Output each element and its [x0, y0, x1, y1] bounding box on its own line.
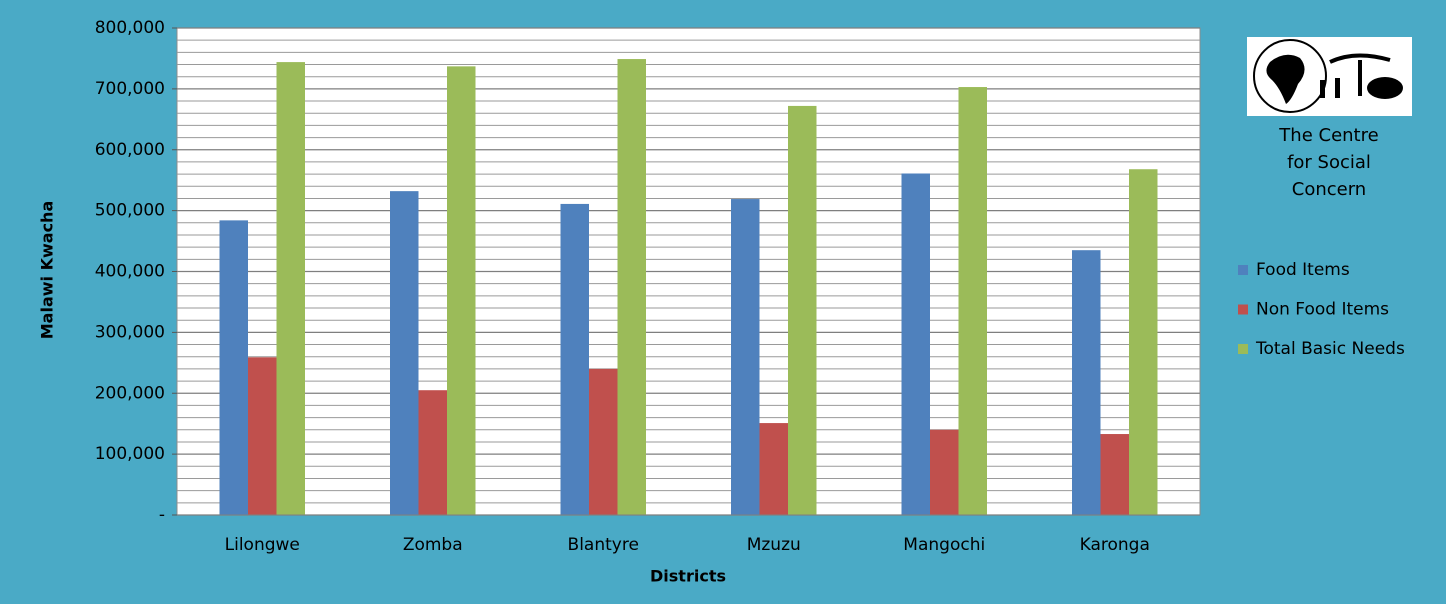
x-tick-label: Lilongwe: [225, 535, 300, 555]
bar: [219, 220, 248, 516]
legend-label: Total Basic Needs: [1255, 339, 1405, 359]
x-tick-label: Blantyre: [568, 535, 639, 555]
y-tick-label: 100,000: [95, 444, 165, 464]
y-axis-title: Malawi Kwacha: [38, 201, 57, 339]
logo-tree: [1329, 53, 1391, 96]
bar: [1072, 250, 1101, 515]
bar: [731, 199, 760, 515]
y-tick-label: 800,000: [95, 18, 165, 38]
x-tick-label: Mzuzu: [747, 535, 801, 555]
bar: [390, 191, 419, 515]
y-tick-label: 600,000: [95, 140, 165, 160]
x-axis-title: Districts: [650, 567, 726, 586]
logo-animal: [1367, 77, 1403, 99]
bar: [560, 203, 589, 515]
x-tick-label: Karonga: [1080, 535, 1150, 555]
legend-swatch: [1238, 304, 1248, 315]
bar: [788, 105, 817, 516]
logo-person: [1335, 78, 1340, 98]
bar: [759, 423, 788, 515]
logo: [1247, 37, 1412, 116]
legend-label: Non Food Items: [1256, 300, 1389, 320]
logo-text: The Centre: [1278, 125, 1378, 146]
logo-globe: [1253, 39, 1327, 113]
bar: [1129, 169, 1158, 516]
y-tick-label: 500,000: [95, 201, 165, 221]
bar: [958, 87, 987, 515]
bar: [589, 368, 618, 515]
legend-label: Food Items: [1256, 260, 1350, 280]
logo-person: [1320, 80, 1325, 98]
logo-text: Concern: [1292, 179, 1366, 200]
bar: [930, 429, 959, 515]
x-tick-label: Mangochi: [903, 535, 985, 555]
legend-swatch: [1238, 265, 1248, 275]
bar: [901, 173, 930, 515]
y-tick-label: -: [159, 505, 165, 525]
logo-text: for Social: [1287, 152, 1371, 173]
bar: [447, 66, 476, 515]
bar: [1100, 434, 1129, 515]
y-tick-label: 400,000: [95, 262, 165, 282]
y-tick-label: 300,000: [95, 322, 165, 342]
bar: [418, 390, 447, 515]
x-tick-label: Zomba: [403, 535, 463, 555]
y-tick-label: 200,000: [95, 383, 165, 403]
bar: [617, 59, 646, 515]
bar: [276, 62, 305, 516]
bar: [248, 357, 277, 515]
legend-swatch: [1238, 344, 1248, 354]
y-tick-label: 700,000: [95, 79, 165, 99]
logo-africa: [1266, 54, 1305, 104]
